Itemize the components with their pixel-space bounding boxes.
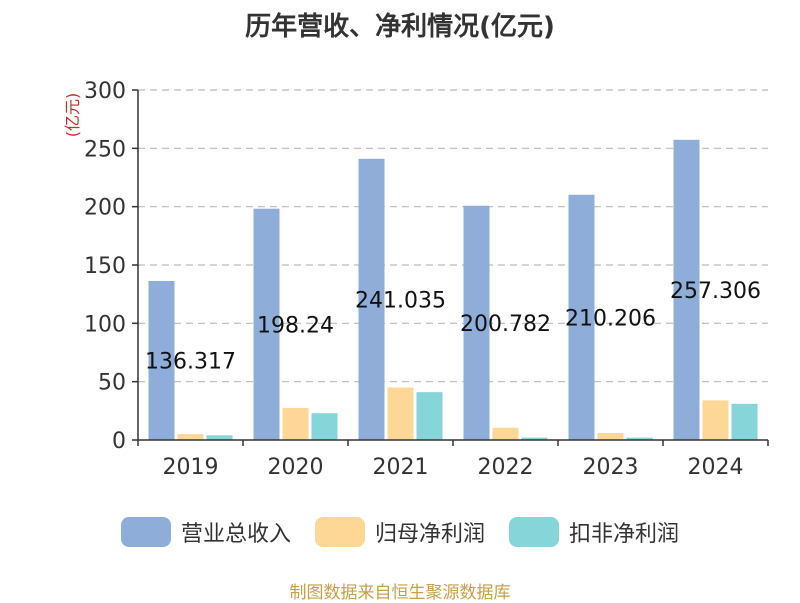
bar-series1-2021 [358,158,385,441]
axes: 0 50 100 150 200 250 300 2019 2020 2021 2022 2023 20… [84,79,769,480]
y-tick-label: 150 [84,254,126,279]
data-label: 210.206 [565,306,656,331]
legend-label: 扣非净利润 [569,522,680,547]
bar-series2-2024 [702,400,729,440]
bar-series2-2019 [177,434,204,440]
data-label: 198.24 [257,313,334,338]
bar-series2-2022 [492,427,519,440]
x-tick-label: 2023 [583,455,639,480]
bar-series3-2020 [311,413,338,440]
y-tick-label: 0 [112,429,126,454]
x-tick-label: 2019 [163,455,219,480]
y-axis-title: (亿元) [63,93,82,138]
y-tick-label: 200 [84,196,126,221]
legend-swatch [509,517,559,547]
bar-series1-2024 [673,139,700,440]
x-tick-label: 2024 [688,455,744,480]
legend: 营业总收入 归母净利润 扣非净利润 [0,516,800,548]
legend-item[interactable]: 营业总收入 [120,516,291,548]
chart-title: 历年营收、净利情况(亿元) [245,12,555,42]
x-tick-label: 2022 [478,455,534,480]
y-tick-label: 300 [84,79,126,104]
bar-series1-2023 [568,194,595,440]
bar-series1-2022 [463,205,490,440]
bar-series2-2023 [597,433,624,440]
data-label: 241.035 [355,288,446,313]
bar-series3-2023 [626,437,653,440]
legend-swatch [120,517,171,547]
bar-series2-2020 [282,407,309,440]
bar-series3-2021 [416,392,443,440]
y-tick-label: 100 [84,312,126,337]
legend-item[interactable]: 扣非净利润 [509,516,679,548]
bar-series1-2020 [253,208,280,440]
grid-lines [138,89,768,383]
x-tick-label: 2021 [373,455,429,480]
y-tick-label: 250 [84,137,126,162]
y-tick-label: 50 [98,371,126,396]
bar-series1-2019 [148,280,175,440]
legend-item[interactable]: 归母净利润 [314,516,485,548]
data-label: 200.782 [460,312,551,337]
bars [148,139,758,441]
bar-series3-2022 [521,437,548,440]
data-labels: 136.317 198.24 241.035 200.782 210.206 257.30… [145,279,761,375]
x-tick-label: 2020 [268,455,324,480]
data-label: 136.317 [145,349,236,374]
bar-series3-2019 [206,435,233,440]
bar-series2-2021 [387,387,414,440]
bar-series3-2024 [731,403,758,440]
source-note: 制图数据来自恒生聚源数据库 [289,583,511,603]
legend-swatch [314,517,365,547]
data-label: 257.306 [670,279,761,304]
legend-label: 营业总收入 [180,522,291,547]
legend-label: 归母净利润 [374,522,485,547]
